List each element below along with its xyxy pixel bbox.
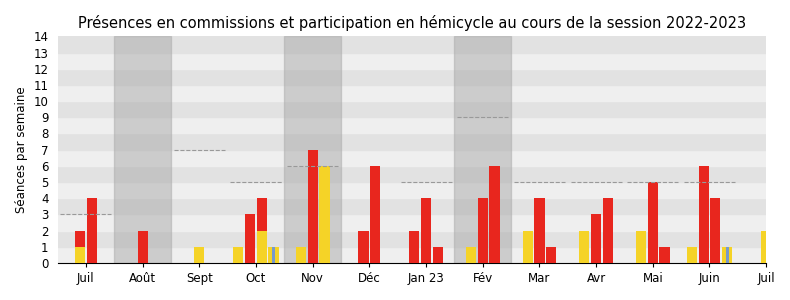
Bar (466, 247, 476, 263)
Bar (603, 198, 613, 263)
Bar (591, 214, 601, 263)
Title: Présences en commissions et participation en hémicycle au cours de la session 20: Présences en commissions et participatio… (78, 15, 746, 31)
Bar (648, 182, 658, 263)
Y-axis label: Séances par semaine: Séances par semaine (15, 86, 28, 213)
Bar (636, 231, 646, 263)
Bar (534, 198, 544, 263)
Bar (579, 231, 589, 263)
Bar (137, 231, 148, 263)
Bar (257, 231, 267, 263)
Bar (58, 85, 766, 101)
Bar (546, 247, 556, 263)
Bar (698, 166, 709, 263)
Bar (359, 231, 369, 263)
Bar (489, 166, 499, 263)
Bar (58, 36, 766, 52)
Bar (725, 247, 728, 263)
Bar (433, 247, 443, 263)
Bar (75, 247, 85, 263)
Bar (523, 231, 532, 263)
Bar (115, 36, 171, 263)
Bar (58, 150, 766, 166)
Bar (58, 166, 766, 182)
Bar (269, 247, 279, 263)
Bar (284, 36, 341, 263)
Bar (660, 247, 670, 263)
Bar (233, 247, 243, 263)
Bar (722, 247, 732, 263)
Bar (687, 247, 697, 263)
Bar (245, 214, 255, 263)
Bar (371, 166, 380, 263)
Bar (87, 198, 97, 263)
Bar (761, 231, 771, 263)
Bar (58, 117, 766, 134)
Bar (58, 52, 766, 69)
Bar (58, 69, 766, 85)
Bar (58, 198, 766, 214)
Bar (194, 247, 205, 263)
Bar (454, 36, 511, 263)
Bar (421, 198, 431, 263)
Bar (58, 134, 766, 150)
Bar (710, 198, 720, 263)
Bar (295, 247, 306, 263)
Bar (307, 150, 318, 263)
Bar (272, 247, 275, 263)
Bar (58, 247, 766, 263)
Bar (58, 182, 766, 198)
Bar (409, 231, 419, 263)
Bar (478, 198, 488, 263)
Bar (319, 166, 329, 263)
Bar (58, 101, 766, 117)
Bar (58, 214, 766, 231)
Bar (257, 198, 267, 231)
Bar (75, 231, 85, 247)
Bar (58, 231, 766, 247)
